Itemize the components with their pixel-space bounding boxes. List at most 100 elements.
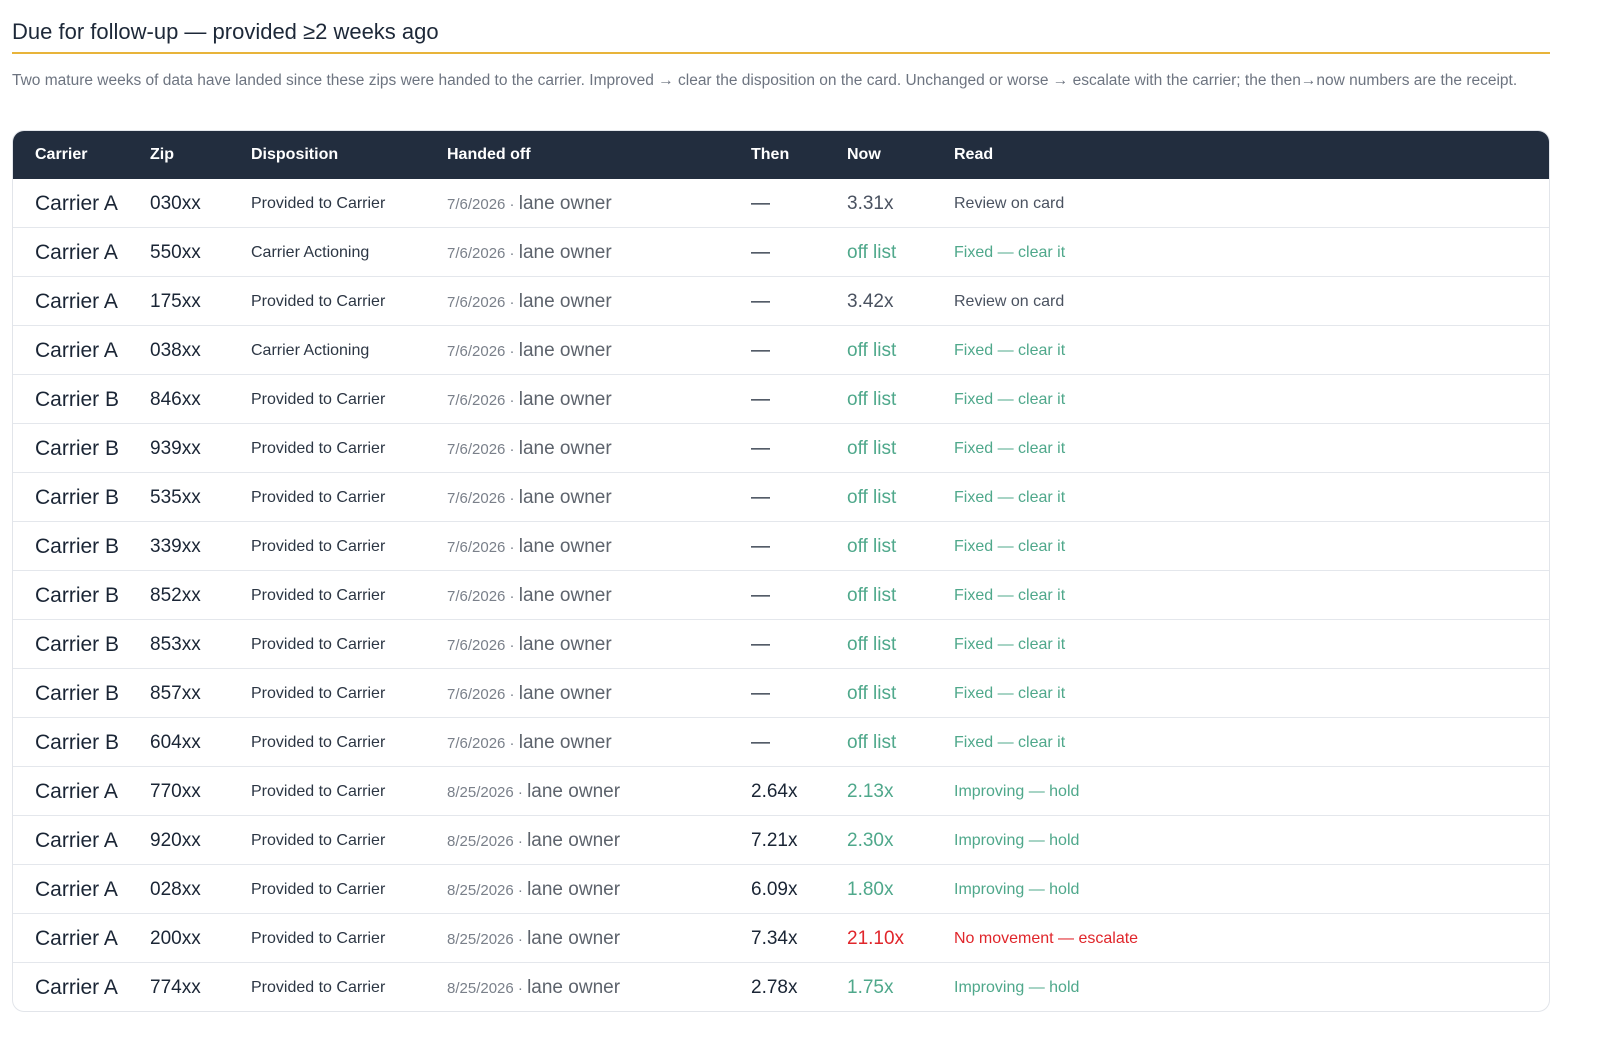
table-header: Carrier Zip Disposition Handed off Then … [13, 131, 1549, 179]
lane-owner: lane owner [518, 732, 612, 753]
header-read[interactable]: Read [954, 146, 994, 163]
handed-off-date: 8/25/2026 · [447, 833, 523, 850]
handed-off-date: 7/6/2026 · [447, 294, 515, 311]
lane-owner: lane owner [518, 634, 612, 655]
then-cell: — [751, 291, 770, 312]
read-cell: Fixed — clear it [954, 685, 1066, 702]
table-row[interactable]: Carrier A 038xx Carrier Actioning 7/6/2026 … [13, 326, 1549, 375]
then-cell: 2.64x [751, 781, 798, 802]
header-carrier[interactable]: Carrier [35, 146, 88, 163]
table-row[interactable]: Carrier B 846xx Provided to Carrier 7/6/202… [13, 375, 1549, 424]
disposition-cell: Provided to Carrier [251, 391, 386, 408]
table-row[interactable]: Carrier A 774xx Provided to Carrier 8/25/20… [13, 963, 1549, 1011]
table-row[interactable]: Carrier A 175xx Provided to Carrier 7/6/202… [13, 277, 1549, 326]
carrier-cell: Carrier B [35, 388, 120, 411]
table-row[interactable]: Carrier B 853xx Provided to Carrier 7/6/202… [13, 620, 1549, 669]
carrier-cell: Carrier B [35, 731, 120, 754]
zip-cell: 604xx [150, 732, 201, 753]
zip-cell: 030xx [150, 193, 201, 214]
lane-owner: lane owner [518, 242, 612, 263]
disposition-cell: Provided to Carrier [251, 783, 386, 800]
handed-off-cell: 7/6/2026 · lane owner [447, 620, 612, 670]
then-cell: — [751, 340, 770, 361]
header-then[interactable]: Then [751, 146, 790, 163]
header-now[interactable]: Now [847, 146, 881, 163]
handed-off-cell: 7/6/2026 · lane owner [447, 228, 612, 278]
follow-up-table: Carrier Zip Disposition Handed off Then … [12, 130, 1550, 1012]
then-cell: — [751, 242, 770, 263]
table-row[interactable]: Carrier A 200xx Provided to Carrier 8/25/20… [13, 914, 1549, 963]
table-body: Carrier A 030xx Provided to Carrier 7/6/202… [13, 179, 1549, 1011]
table-row[interactable]: Carrier B 604xx Provided to Carrier 7/6/202… [13, 718, 1549, 767]
lane-owner: lane owner [518, 683, 612, 704]
carrier-cell: Carrier B [35, 535, 120, 558]
table-row[interactable]: Carrier A 920xx Provided to Carrier 8/25/20… [13, 816, 1549, 865]
read-cell: Fixed — clear it [954, 342, 1066, 359]
zip-cell: 028xx [150, 879, 201, 900]
zip-cell: 852xx [150, 585, 201, 606]
zip-cell: 770xx [150, 781, 201, 802]
read-cell: Fixed — clear it [954, 440, 1066, 457]
then-cell: 7.21x [751, 830, 798, 851]
handed-off-date: 7/6/2026 · [447, 392, 515, 409]
header-disposition[interactable]: Disposition [251, 146, 339, 163]
disposition-cell: Provided to Carrier [251, 930, 386, 947]
carrier-cell: Carrier A [35, 927, 118, 950]
disposition-cell: Provided to Carrier [251, 685, 386, 702]
disposition-cell: Provided to Carrier [251, 293, 386, 310]
now-cell: off list [847, 585, 897, 606]
handed-off-date: 7/6/2026 · [447, 637, 515, 654]
carrier-cell: Carrier A [35, 290, 118, 313]
then-cell: — [751, 732, 770, 753]
then-cell: — [751, 193, 770, 214]
read-cell: Improving — hold [954, 881, 1080, 898]
disposition-cell: Provided to Carrier [251, 538, 386, 555]
disposition-cell: Provided to Carrier [251, 587, 386, 604]
handed-off-date: 8/25/2026 · [447, 882, 523, 899]
table-row[interactable]: Carrier A 030xx Provided to Carrier 7/6/202… [13, 179, 1549, 228]
header-handed-off[interactable]: Handed off [447, 146, 531, 163]
now-cell: 3.42x [847, 291, 894, 312]
then-cell: — [751, 683, 770, 704]
handed-off-cell: 7/6/2026 · lane owner [447, 179, 612, 229]
handed-off-date: 8/25/2026 · [447, 980, 523, 997]
read-cell: Review on card [954, 195, 1065, 212]
read-cell: Fixed — clear it [954, 734, 1066, 751]
lane-owner: lane owner [527, 879, 621, 900]
now-cell: off list [847, 438, 897, 459]
handed-off-date: 7/6/2026 · [447, 588, 515, 605]
handed-off-cell: 8/25/2026 · lane owner [447, 914, 620, 964]
table-row[interactable]: Carrier B 535xx Provided to Carrier 7/6/202… [13, 473, 1549, 522]
handed-off-date: 7/6/2026 · [447, 686, 515, 703]
handed-off-cell: 8/25/2026 · lane owner [447, 963, 620, 1011]
now-cell: 1.80x [847, 879, 894, 900]
table-row[interactable]: Carrier B 857xx Provided to Carrier 7/6/202… [13, 669, 1549, 718]
table-row[interactable]: Carrier A 028xx Provided to Carrier 8/25/20… [13, 865, 1549, 914]
header-zip[interactable]: Zip [150, 146, 174, 163]
handed-off-date: 7/6/2026 · [447, 735, 515, 752]
carrier-cell: Carrier B [35, 486, 120, 509]
carrier-cell: Carrier B [35, 633, 120, 656]
carrier-cell: Carrier A [35, 780, 118, 803]
table-row[interactable]: Carrier B 339xx Provided to Carrier 7/6/202… [13, 522, 1549, 571]
then-cell: — [751, 438, 770, 459]
table-row[interactable]: Carrier A 770xx Provided to Carrier 8/25/20… [13, 767, 1549, 816]
lane-owner: lane owner [518, 438, 612, 459]
table-row[interactable]: Carrier B 852xx Provided to Carrier 7/6/202… [13, 571, 1549, 620]
then-cell: — [751, 585, 770, 606]
now-cell: off list [847, 389, 897, 410]
zip-cell: 774xx [150, 977, 201, 998]
then-cell: — [751, 487, 770, 508]
lane-owner: lane owner [518, 193, 612, 214]
table-row[interactable]: Carrier B 939xx Provided to Carrier 7/6/202… [13, 424, 1549, 473]
carrier-cell: Carrier A [35, 241, 118, 264]
disposition-cell: Provided to Carrier [251, 979, 386, 996]
read-cell: Fixed — clear it [954, 587, 1066, 604]
handed-off-cell: 7/6/2026 · lane owner [447, 326, 612, 376]
now-cell: off list [847, 634, 897, 655]
handed-off-cell: 8/25/2026 · lane owner [447, 865, 620, 915]
table-row[interactable]: Carrier A 550xx Carrier Actioning 7/6/2026 … [13, 228, 1549, 277]
lane-owner: lane owner [527, 781, 621, 802]
now-cell: off list [847, 340, 897, 361]
read-cell: Fixed — clear it [954, 489, 1066, 506]
